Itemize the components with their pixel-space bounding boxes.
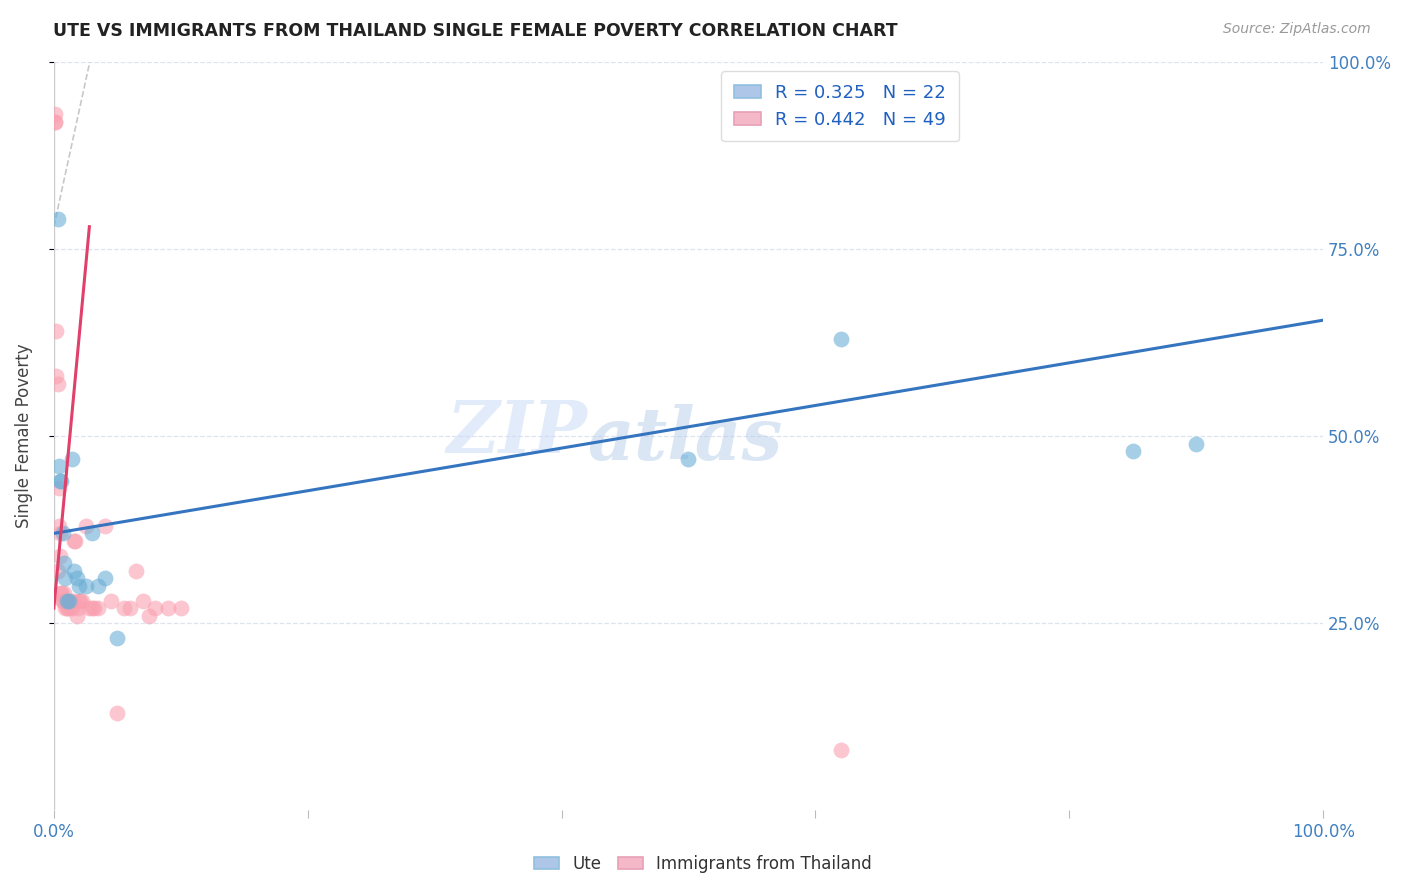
Point [678,451,700,466]
Point [79,601,101,615]
Point [53,571,76,585]
Point [87,601,110,615]
Point [45,369,67,384]
Point [63,533,86,548]
Point [1122,444,1144,458]
Point [93,571,115,585]
Point [125,564,148,578]
Point [83,601,105,615]
Point [105,706,128,720]
Point [62,593,84,607]
Point [51,586,73,600]
Point [55,593,77,607]
Point [51,474,73,488]
Point [100,593,122,607]
Point [138,608,160,623]
Point [55,593,77,607]
Point [45,325,67,339]
Point [66,601,89,615]
Point [69,593,91,607]
Point [48,519,70,533]
Y-axis label: Single Female Poverty: Single Female Poverty [15,343,32,528]
Point [44,115,66,129]
Point [58,601,80,615]
Text: atlas: atlas [586,404,782,475]
Point [830,743,852,757]
Point [53,556,76,570]
Point [75,579,97,593]
Point [48,458,70,473]
Point [93,519,115,533]
Point [131,593,153,607]
Point [60,451,83,466]
Point [75,519,97,533]
Point [49,526,72,541]
Point [66,608,89,623]
Point [70,593,93,607]
Point [67,579,90,593]
Point [48,482,70,496]
Point [66,571,89,585]
Point [56,601,79,615]
Point [60,601,83,615]
Text: Source: ZipAtlas.com: Source: ZipAtlas.com [1223,22,1371,37]
Point [44,115,66,129]
Point [46,564,69,578]
Point [80,601,103,615]
Point [145,601,167,615]
Point [170,601,193,615]
Point [58,593,80,607]
Text: ZIP: ZIP [446,397,586,468]
Point [52,593,75,607]
Point [67,593,90,607]
Point [65,533,87,548]
Point [53,586,76,600]
Point [53,601,76,615]
Point [49,549,72,563]
Legend: R = 0.325   N = 22, R = 0.442   N = 49: R = 0.325 N = 22, R = 0.442 N = 49 [721,71,959,142]
Text: UTE VS IMMIGRANTS FROM THAILAND SINGLE FEMALE POVERTY CORRELATION CHART: UTE VS IMMIGRANTS FROM THAILAND SINGLE F… [53,22,898,40]
Point [49,474,72,488]
Point [53,593,76,607]
Point [63,564,86,578]
Point [52,593,75,607]
Point [55,601,77,615]
Point [44,107,66,121]
Point [157,601,180,615]
Point [80,526,103,541]
Point [46,212,69,227]
Legend: Ute, Immigrants from Thailand: Ute, Immigrants from Thailand [527,848,879,880]
Point [51,586,73,600]
Point [1185,436,1208,450]
Point [112,601,135,615]
Point [52,526,75,541]
Point [118,601,141,615]
Point [105,631,128,645]
Point [59,593,82,607]
Point [830,332,852,346]
Point [46,376,69,391]
Point [87,579,110,593]
